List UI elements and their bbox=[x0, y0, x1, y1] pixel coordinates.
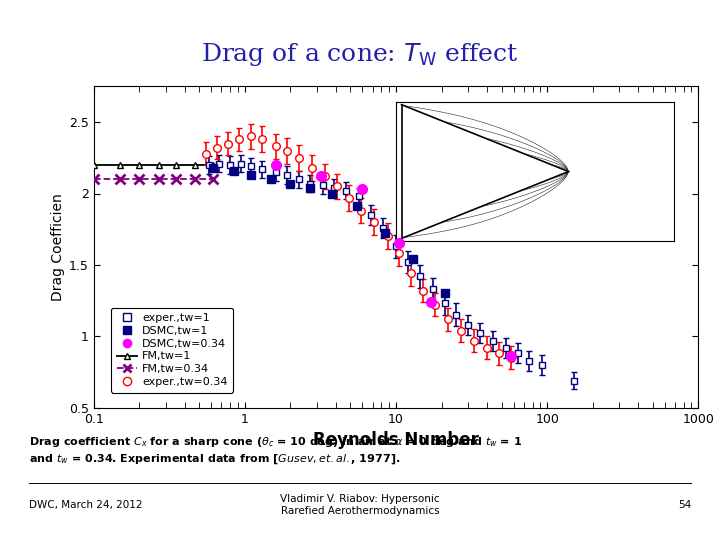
Text: Drag coefficient $C_x$ for a sharp cone ($\theta_c$ = 10 deg) in air at $\alpha$: Drag coefficient $C_x$ for a sharp cone … bbox=[29, 435, 522, 449]
Text: and $t_w$ = 0.34. Experimental data from [$\it{Gusev, et. al.}$, 1977].: and $t_w$ = 0.34. Experimental data from… bbox=[29, 453, 400, 466]
Text: Vladimir V. Riabov: Hypersonic
Rarefied Aerothermodynamics: Vladimir V. Riabov: Hypersonic Rarefied … bbox=[280, 494, 440, 516]
X-axis label: Reynolds Number: Reynolds Number bbox=[313, 431, 479, 449]
Text: 54: 54 bbox=[678, 500, 691, 510]
Legend: exper.,tw=1, DSMC,tw=1, DSMC,tw=0.34, FM,tw=1, FM,tw=0.34, exper.,tw=0.34: exper.,tw=1, DSMC,tw=1, DSMC,tw=0.34, FM… bbox=[112, 307, 233, 393]
Y-axis label: Drag Coefficien: Drag Coefficien bbox=[50, 193, 65, 301]
Text: DWC, March 24, 2012: DWC, March 24, 2012 bbox=[29, 500, 143, 510]
Text: Drag of a cone: $T_\mathrm{W}$ effect: Drag of a cone: $T_\mathrm{W}$ effect bbox=[202, 40, 518, 68]
